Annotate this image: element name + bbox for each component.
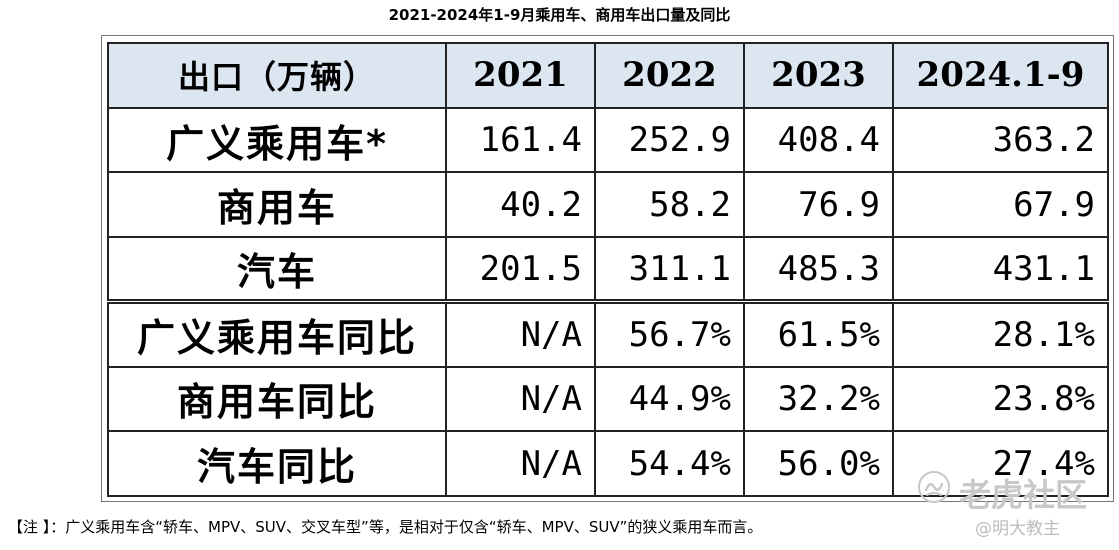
- table-cell: 363.2: [892, 106, 1109, 174]
- watermark-brand: 老虎社区: [959, 476, 1088, 514]
- table-frame: [101, 35, 1114, 502]
- table-cell: 44.9%: [594, 365, 745, 433]
- table-cell: 252.9: [594, 106, 745, 174]
- table-cell: 28.1%: [892, 299, 1109, 368]
- table-cell: 23.8%: [892, 365, 1109, 433]
- watermark: 老虎社区 @明大教主: [917, 470, 1107, 540]
- table-row: 汽车同比 N/A 54.4% 56.0% 27.4%: [107, 430, 1109, 497]
- table-row: 商用车同比 N/A 44.9% 32.2% 23.8%: [107, 365, 1109, 433]
- table-cell: N/A: [445, 430, 596, 497]
- table-cell: 67.9: [892, 171, 1109, 239]
- export-table: 出口（万辆） 2021 2022 2023 2024.1-9 广义乘用车* 16…: [107, 42, 1109, 497]
- table-cell: 61.5%: [743, 299, 894, 368]
- row-label: 商用车同比: [107, 365, 447, 433]
- column-header: 2024.1-9: [892, 42, 1109, 109]
- column-header: 2021: [445, 42, 596, 109]
- footnote: 【注 】：广义乘用车含“轿车、MPV、SUV、交叉车型”等，是相对于仅含“轿车、…: [8, 518, 763, 536]
- column-header: 2022: [594, 42, 745, 109]
- row-label: 商用车: [107, 171, 447, 239]
- row-label: 汽车同比: [107, 430, 447, 497]
- table-row: 商用车 40.2 58.2 76.9 67.9: [107, 171, 1109, 239]
- table-cell: 58.2: [594, 171, 745, 239]
- watermark-user: @明大教主: [975, 519, 1060, 539]
- page-title: 2021-2024年1-9月乘用车、商用车出口量及同比: [388, 6, 731, 24]
- row-label: 汽车: [107, 236, 447, 303]
- row-label: 广义乘用车*: [107, 106, 447, 174]
- table-row: 汽车 201.5 311.1 485.3 431.1: [107, 236, 1109, 303]
- table-cell: N/A: [445, 299, 596, 368]
- table-cell: 32.2%: [743, 365, 894, 433]
- table-cell: 311.1: [594, 236, 745, 303]
- table-cell: 201.5: [445, 236, 596, 303]
- table-row: 广义乘用车* 161.4 252.9 408.4 363.2: [107, 106, 1109, 174]
- tiger-logo-icon: [918, 471, 950, 503]
- table-cell: 408.4: [743, 106, 894, 174]
- table-cell: 161.4: [445, 106, 596, 174]
- table-cell: 54.4%: [594, 430, 745, 497]
- table-cell: 56.7%: [594, 299, 745, 368]
- table-cell: 56.0%: [743, 430, 894, 497]
- table-row: 广义乘用车同比 N/A 56.7% 61.5% 28.1%: [107, 299, 1109, 368]
- table-cell: 76.9: [743, 171, 894, 239]
- table-cell: 40.2: [445, 171, 596, 239]
- column-header: 出口（万辆）: [107, 42, 447, 109]
- table-header-row: 出口（万辆） 2021 2022 2023 2024.1-9: [107, 42, 1109, 109]
- table-cell: 431.1: [892, 236, 1109, 303]
- column-header: 2023: [743, 42, 894, 109]
- table-cell: N/A: [445, 365, 596, 433]
- table-cell: 485.3: [743, 236, 894, 303]
- row-label: 广义乘用车同比: [107, 299, 447, 368]
